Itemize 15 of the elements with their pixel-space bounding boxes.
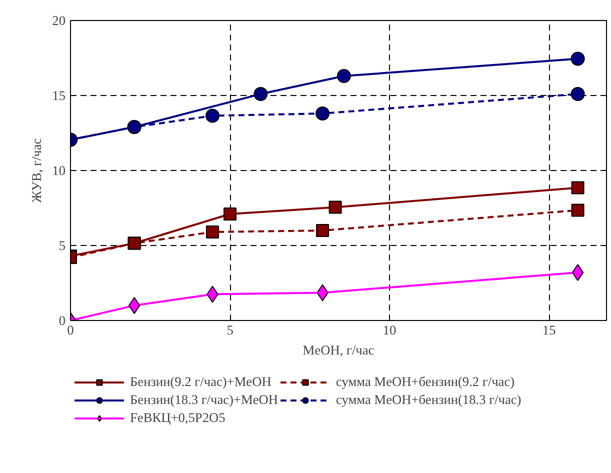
y-tick-label: 10 xyxy=(52,163,66,178)
legend-label: Бензин(9.2 г/час)+MeOH xyxy=(130,374,272,390)
legend-label: Бензин(18.3 г/час)+MeOH xyxy=(130,392,278,408)
y-tick-label: 0 xyxy=(58,313,66,328)
y-tick-label: 20 xyxy=(52,13,66,28)
legend-label: FeВКЦ+0,5P2O5 xyxy=(130,410,226,426)
x-tick-label: 10 xyxy=(382,322,397,338)
x-tick-label: 15 xyxy=(542,322,556,338)
legend-label: сумма MeOH+бензин(18.3 г/час) xyxy=(336,392,522,408)
y-tick-label: 5 xyxy=(58,238,66,253)
x-tick-label: 5 xyxy=(226,322,234,338)
y-axis-title: ЖУВ, г/час xyxy=(29,138,44,203)
y-tick-label: 15 xyxy=(52,88,66,103)
x-axis-title: MeOH, г/час xyxy=(302,342,374,358)
legend-label: сумма MeOH+бензин(9.2 г/час) xyxy=(336,374,515,390)
